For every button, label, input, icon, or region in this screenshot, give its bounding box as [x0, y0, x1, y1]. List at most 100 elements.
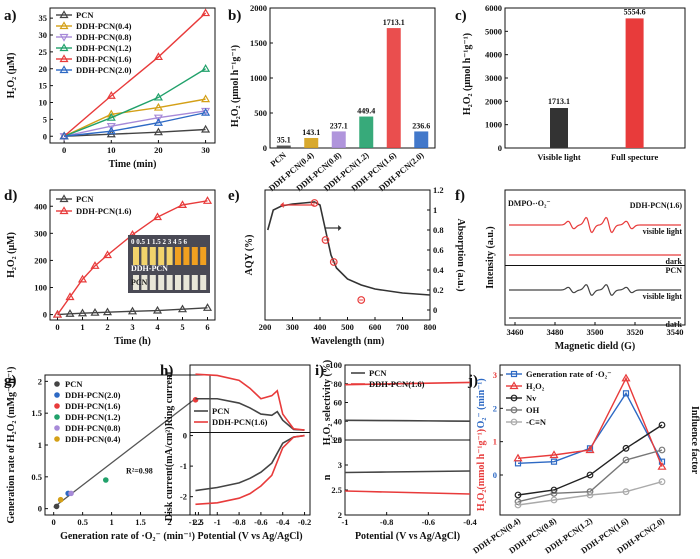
- panel-f-trace-name: DDH-PCN(1.6): [630, 201, 683, 210]
- panel-d-inset-vial-bottom: [133, 275, 139, 290]
- panel-c-data-label: 5554.6: [624, 7, 646, 16]
- panel-a-label: a): [4, 8, 17, 24]
- panel-d-inset-vial-top: [158, 247, 165, 265]
- panel-d-inset-top-label: 0 0.5 1 1.5 2 3 4 5 6: [131, 238, 188, 246]
- panel-d-point: [65, 309, 75, 317]
- panel-j-label: j): [467, 373, 478, 389]
- panel-j-ylabel-right: Influence factor: [689, 406, 700, 475]
- panel-e-x-tick: 400: [314, 322, 327, 332]
- panel-b-ylabel: H₂O₂ (μmol h⁻¹g⁻¹): [230, 45, 241, 127]
- panel-a-series-line: [64, 128, 206, 137]
- panel-g-fit-line: [53, 398, 196, 508]
- panel-d-inset-vial-bottom: [166, 275, 173, 290]
- panel-j-legend-marker: [510, 406, 518, 414]
- panel-d-point: [77, 274, 88, 283]
- panel-a-point: [153, 102, 163, 111]
- panel-e-y-tick-label: 0.8: [433, 225, 444, 235]
- panel-b-data-label: 237.1: [330, 121, 348, 130]
- panel-g-point: [53, 503, 60, 510]
- panel-c-label: c): [455, 8, 467, 24]
- panel-e-x-tick: 300: [286, 322, 299, 332]
- panel-c-category-label: Visible light: [537, 152, 581, 162]
- panel-d-legend-marker: [59, 206, 69, 215]
- panel-f-trace-condition: visible light: [643, 292, 683, 301]
- panel-g-label: g): [4, 373, 17, 389]
- panel-g-x-tick: 0: [52, 517, 56, 527]
- panel-c-y-tick: 4000: [485, 50, 502, 60]
- panel-a-point: [153, 92, 163, 101]
- panel-d-xlabel: Time (h): [114, 336, 151, 347]
- panel-h-legend-label: PCN: [212, 406, 230, 416]
- panel-j-y-tick-label: 1: [493, 437, 497, 447]
- panel-j-legend-marker: [510, 394, 518, 402]
- panel-j-point: [658, 421, 666, 429]
- panel-g-x-tick: 1.5: [135, 517, 146, 527]
- panel-a-series-line: [63, 12, 207, 137]
- panel-g-xlabel: Generation rate of ·O₂⁻ (min⁻¹): [60, 531, 195, 542]
- panel-j-point: [586, 491, 594, 499]
- panel-e-y-tick-label: 1.2: [433, 185, 444, 195]
- panel-j-legend-marker: [510, 370, 518, 378]
- panel-b-bar: [386, 28, 401, 148]
- panel-d-label: d): [4, 188, 17, 204]
- panel-g-legend-label: DDH-PCN(1.6): [65, 401, 121, 411]
- panel-e-aqy-point: [321, 236, 330, 244]
- panel-b-label: b): [228, 8, 241, 24]
- panel-i-legend-label: DDH-PCN(1.6): [369, 379, 425, 389]
- panel-a-legend-label: DDH-PCN(2.0): [76, 65, 132, 75]
- panel-d-x-tick: 6: [205, 322, 209, 332]
- panel-g-x-tick: 2.5: [193, 517, 204, 527]
- panel-d-point: [90, 307, 100, 316]
- panel-d-inset-vial-top: [149, 247, 156, 265]
- panel-b-bar: [304, 137, 319, 148]
- panel-j-legend-label: Generation rate of ·O₂⁻: [526, 369, 612, 379]
- panel-j-ylabel-top: ·O₂⁻ (min⁻¹): [476, 378, 487, 432]
- panel-a-legend-marker: [59, 43, 69, 52]
- panel-g-legend-marker: [54, 436, 60, 442]
- panel-j-point: [658, 446, 666, 454]
- panel-h-y-tick: 0: [183, 431, 187, 441]
- panel-d-y-tick: 100: [34, 283, 47, 293]
- panel-a-legend-label: DDH-PCN(0.4): [76, 21, 132, 31]
- panel-b-y-tick: 1500: [250, 38, 267, 48]
- panel-d-x-tick: 3: [130, 322, 134, 332]
- panel-a-y-tick: 20: [39, 64, 48, 74]
- panel-d-point: [152, 212, 163, 221]
- panel-e-y-tick-label: 0.4: [433, 265, 444, 275]
- panel-f-trace-condition: dark: [666, 257, 683, 266]
- panel-g-point: [102, 477, 109, 483]
- panel-i-n-line: [344, 470, 471, 474]
- panel-a-point: [153, 118, 163, 126]
- panel-c-y-tick: 0: [498, 143, 502, 153]
- panel-a-point: [106, 91, 116, 99]
- panel-b-bar: [331, 131, 346, 148]
- panel-h-ring-line: [195, 373, 305, 431]
- panel-a-point: [153, 114, 163, 123]
- panel-d-point: [127, 306, 138, 315]
- panel-b-y-tick: 2000: [250, 3, 267, 13]
- panel-g-legend-label: DDH-PCN(0.4): [65, 434, 121, 444]
- panel-c-y-tick: 1000: [485, 120, 502, 130]
- panel-f-x-tick: 3480: [547, 327, 564, 337]
- panel-j-point: [514, 501, 522, 509]
- panel-c-y-tick: 6000: [485, 3, 502, 13]
- panel-a-y-tick: 30: [39, 30, 48, 40]
- panel-j-series-line: [517, 376, 663, 467]
- panel-d-point: [177, 304, 188, 313]
- panel-b-category-label: PCN: [268, 149, 288, 168]
- panel-j-point: [622, 390, 630, 397]
- panel-d-inset-vial-bottom: [158, 275, 165, 290]
- panel-a-y-tick: 35: [39, 13, 48, 23]
- panel-a-legend-marker: [59, 21, 69, 30]
- panel-i-y-tick-bottom: 3.5: [331, 435, 342, 445]
- panel-f-trace: [509, 283, 681, 297]
- panel-g-legend-label: DDH-PCN(0.8): [65, 423, 121, 433]
- panel-a-y-tick: 5: [43, 114, 47, 124]
- panel-c-category-label: Full specture: [611, 152, 659, 162]
- panel-g-legend-label: DDH-PCN(1.2): [65, 412, 121, 422]
- panel-j-legend-label: Nv: [526, 393, 537, 403]
- panel-i-label: i): [315, 363, 324, 379]
- panel-i-selectivity-line: [344, 419, 471, 422]
- panel-d-x-tick: 4: [155, 322, 160, 332]
- panel-e-frame: [264, 189, 431, 321]
